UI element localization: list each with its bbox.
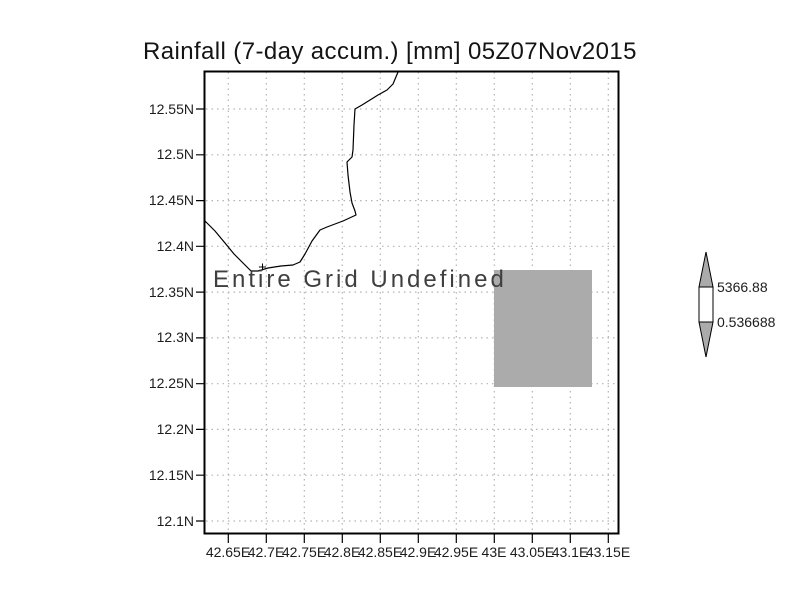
lat-tick-label: 12.15N bbox=[148, 467, 194, 483]
colorbar-box bbox=[698, 286, 714, 323]
plot-border bbox=[203, 70, 620, 535]
lat-tick-label: 12.1N bbox=[156, 513, 194, 529]
lat-tick-label: 12.25N bbox=[148, 375, 194, 391]
lon-tick-label: 42.7E bbox=[247, 544, 285, 560]
plot-title: Rainfall (7-day accum.) [mm] 05Z07Nov201… bbox=[143, 38, 637, 65]
lat-tick-label: 12.45N bbox=[148, 192, 194, 208]
lon-tick-label: 43.1E bbox=[551, 544, 589, 560]
lon-tick-label: 42.65E bbox=[205, 544, 251, 560]
colorbar-upper-arrow bbox=[698, 251, 714, 288]
cross-marker bbox=[259, 263, 266, 271]
left-axis-ticks bbox=[196, 108, 204, 522]
undefined-grid-notice: Entire Grid Undefined bbox=[213, 266, 507, 293]
colorbar bbox=[698, 251, 714, 358]
lat-tick-label: 12.4N bbox=[156, 238, 194, 254]
bottom-axis-ticks bbox=[227, 534, 609, 543]
lon-tick-label: 43E bbox=[481, 544, 507, 560]
lon-tick-label: 42.75E bbox=[281, 544, 327, 560]
lon-tick-label: 42.85E bbox=[357, 544, 403, 560]
lat-tick-label: 12.5N bbox=[156, 146, 194, 162]
lat-tick-label: 12.55N bbox=[148, 101, 194, 117]
lat-tick-label: 12.2N bbox=[156, 421, 194, 437]
lon-tick-label: 43.05E bbox=[509, 544, 555, 560]
lat-tick-label: 12.35N bbox=[148, 284, 194, 300]
colorbar-lower-arrow bbox=[698, 321, 714, 358]
shaded-data-cell bbox=[494, 270, 592, 387]
coastline-path bbox=[204, 71, 399, 272]
lat-tick-label: 12.3N bbox=[156, 329, 194, 345]
lon-tick-label: 42.95E bbox=[433, 544, 479, 560]
colorbar-max-label: 5366.88 bbox=[717, 279, 768, 295]
colorbar-min-label: 0.536688 bbox=[717, 314, 776, 330]
lon-tick-label: 42.8E bbox=[323, 544, 361, 560]
lon-tick-label: 43.15E bbox=[585, 544, 631, 560]
lon-tick-label: 42.9E bbox=[399, 544, 437, 560]
